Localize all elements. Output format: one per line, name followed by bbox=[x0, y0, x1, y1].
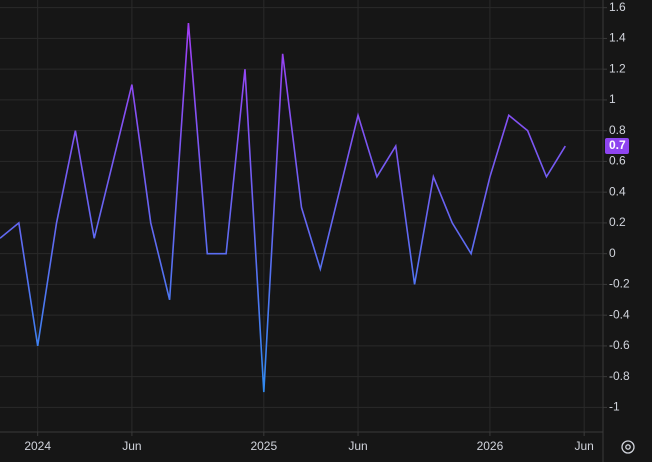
y-tick-label: 0.8 bbox=[609, 123, 626, 137]
settings-core[interactable] bbox=[625, 444, 631, 450]
grid bbox=[0, 0, 603, 432]
settings-icon[interactable] bbox=[621, 440, 635, 454]
x-tick-label: 2025 bbox=[250, 439, 277, 453]
data-line bbox=[0, 22, 566, 393]
last-value-label: 0.7 bbox=[609, 138, 626, 152]
x-tick-label: Jun bbox=[348, 439, 367, 453]
x-tick-label: Jun bbox=[574, 439, 593, 453]
x-tick-label: 2026 bbox=[477, 439, 504, 453]
y-tick-label: 0 bbox=[609, 246, 616, 260]
y-tick-label: 1.4 bbox=[609, 31, 626, 45]
x-tick-label: Jun bbox=[122, 439, 141, 453]
y-tick-label: -0.4 bbox=[609, 307, 630, 321]
x-tick-label: 2024 bbox=[24, 439, 51, 453]
y-tick-label: 0.6 bbox=[609, 154, 626, 168]
y-tick-label: -0.2 bbox=[609, 277, 630, 291]
last-value-badge bbox=[605, 138, 629, 155]
y-tick-label: 0.4 bbox=[609, 184, 626, 198]
y-tick-label: -0.6 bbox=[609, 338, 630, 352]
y-tick-label: 1 bbox=[609, 92, 616, 106]
y-tick-label: -0.8 bbox=[609, 369, 630, 383]
y-tick-label: -1 bbox=[609, 400, 620, 414]
y-tick-label: 1.2 bbox=[609, 61, 626, 75]
settings-ring[interactable] bbox=[621, 440, 635, 454]
y-tick-label: 1.6 bbox=[609, 0, 626, 14]
y-tick-label: 0.2 bbox=[609, 215, 626, 229]
